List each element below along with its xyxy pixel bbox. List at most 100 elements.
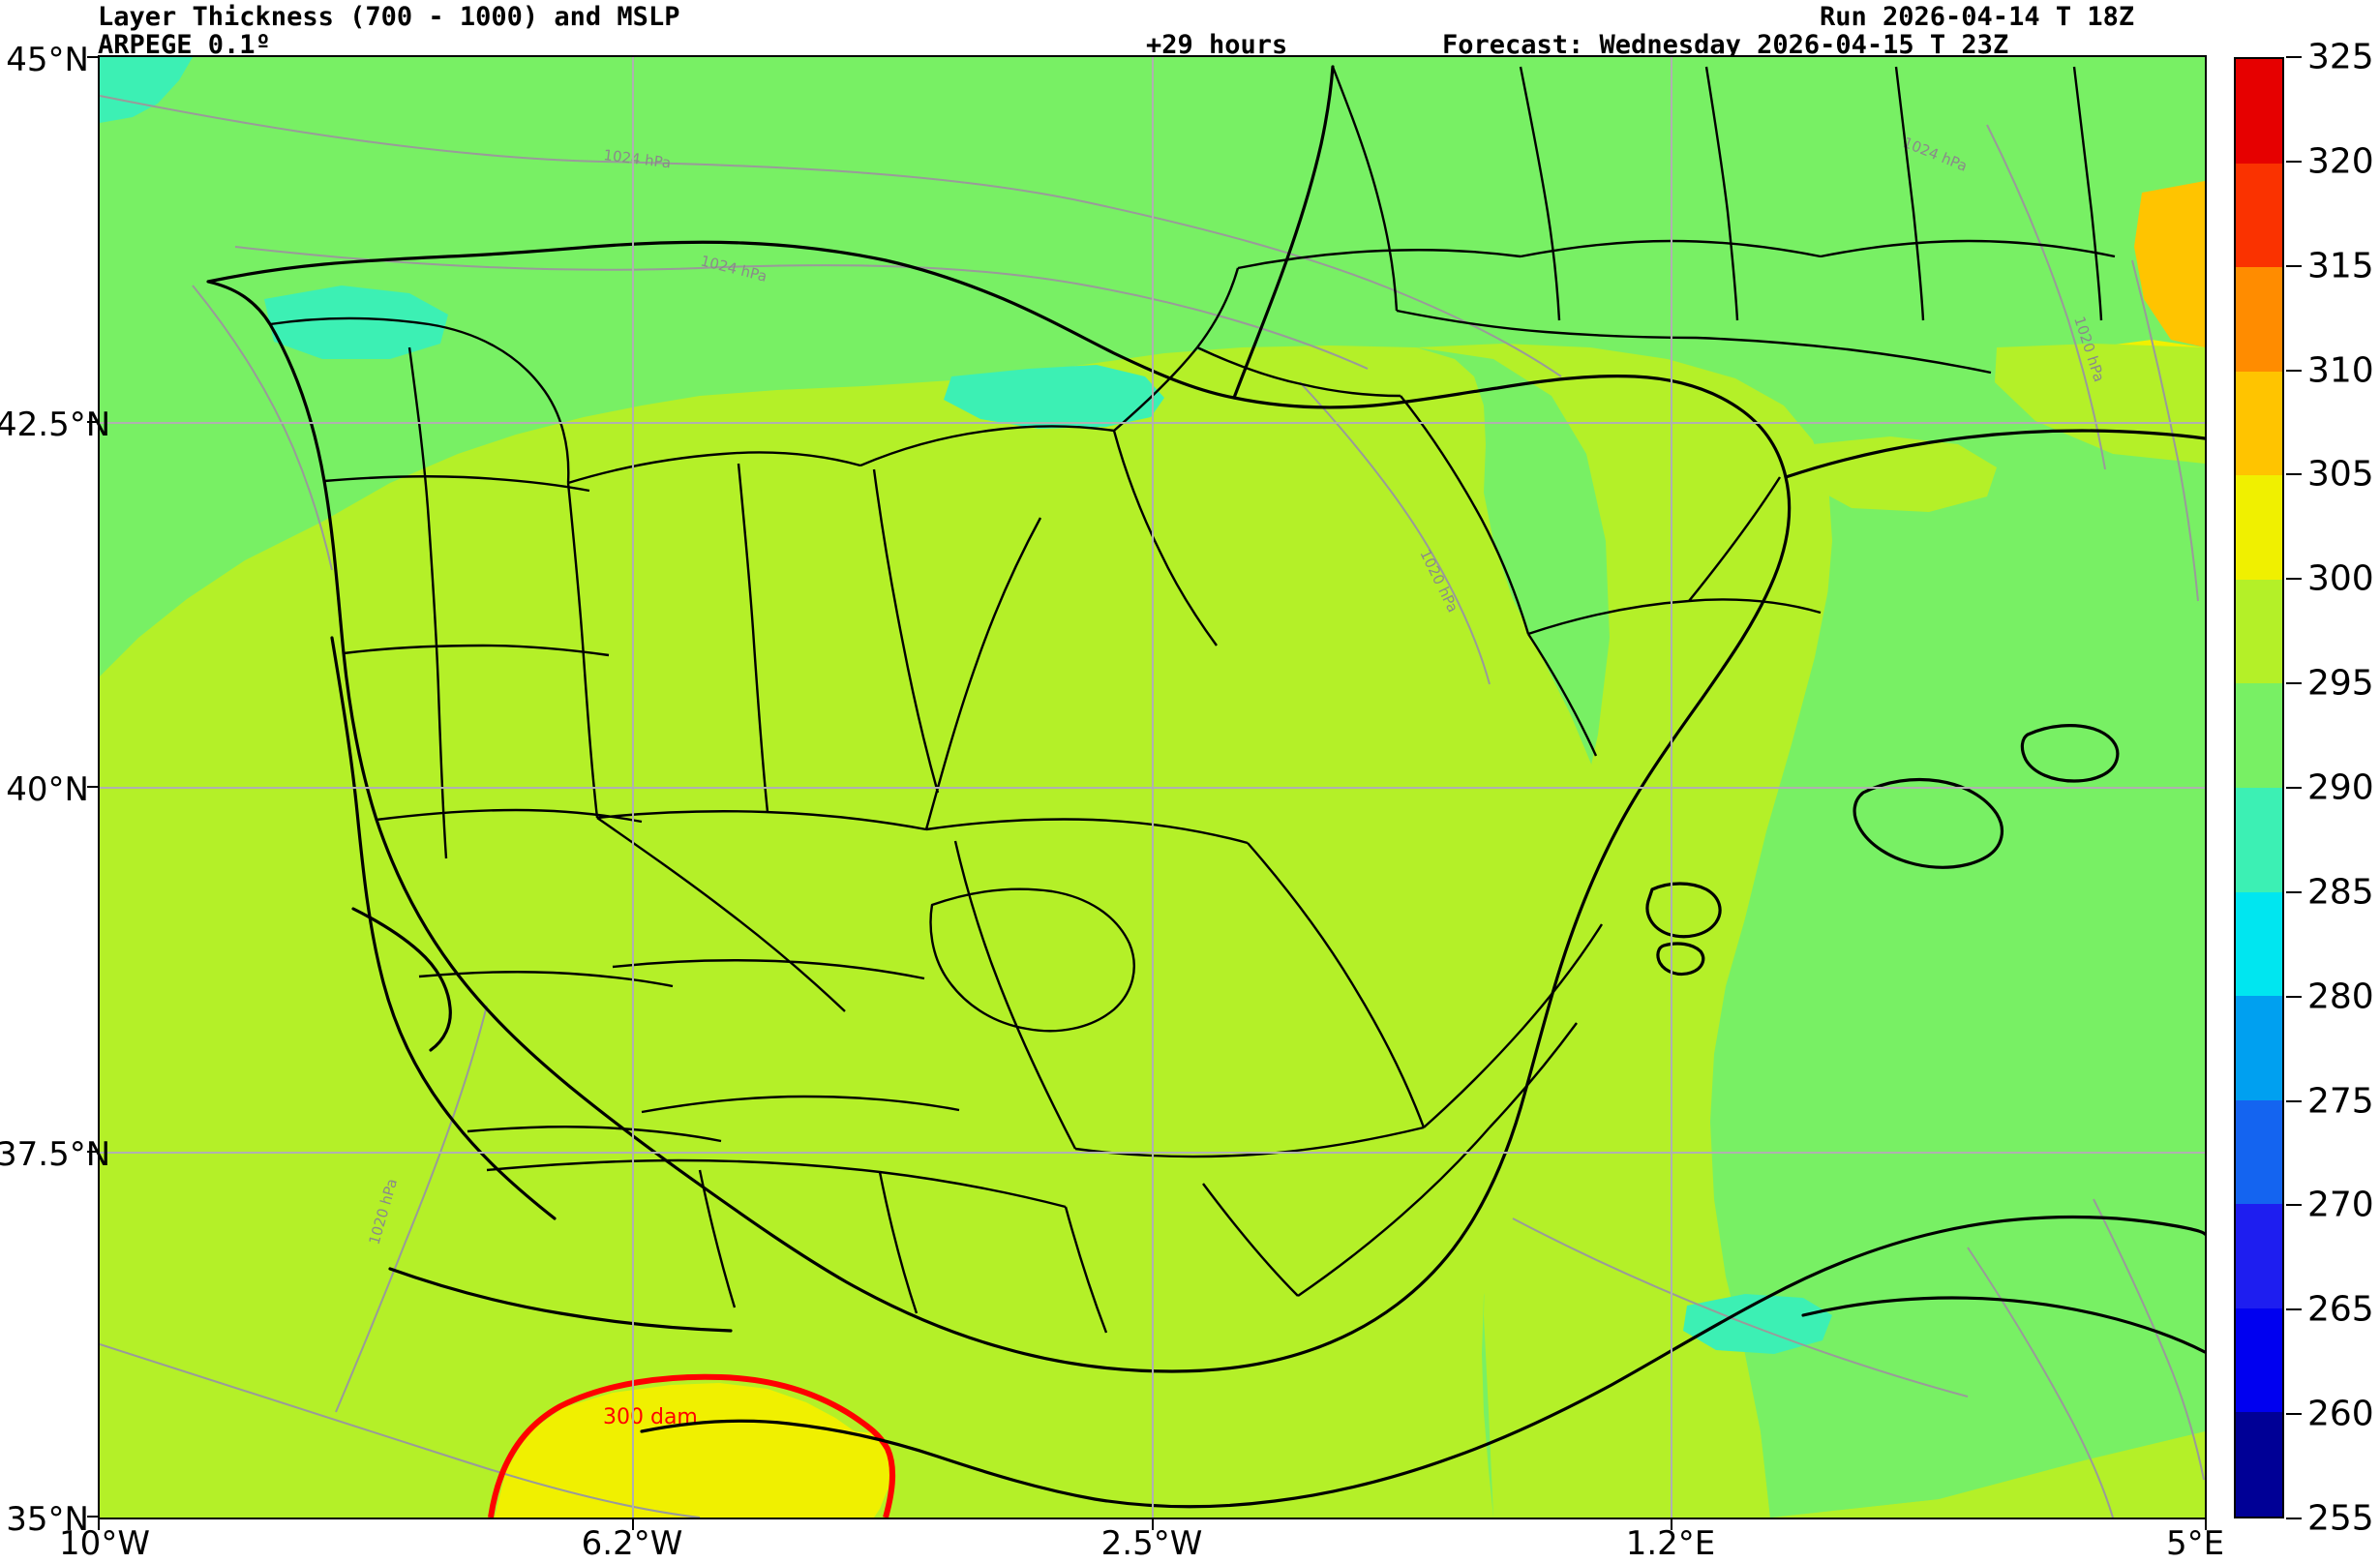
- border-clm-west: [953, 840, 1077, 1150]
- colorbar[interactable]: [2234, 57, 2284, 1518]
- border-clm-north: [925, 818, 1249, 845]
- colorbar-label-290: 290: [2307, 767, 2374, 808]
- border-castilla-leon-west: [566, 482, 599, 819]
- model-run-label: Run 2026-04-14 T 18Z: [1820, 2, 2135, 32]
- xtick-mark-10w: [98, 1519, 100, 1530]
- mslp-isobar-1020-ebro: [1299, 381, 1491, 685]
- colorbar-label-310: 310: [2307, 350, 2374, 391]
- ytick-label-42_5n: 42.5°N: [0, 406, 111, 444]
- coastline-ibiza: [1645, 882, 1722, 939]
- map-plot-area[interactable]: 1024 hPa 1024 hPa 1020 hPa 1020 hPa 1020…: [98, 55, 2207, 1519]
- ytick-label-37_5n: 37.5°N: [0, 1135, 111, 1174]
- colorbar-label-315: 315: [2307, 246, 2374, 286]
- border-france-10: [1696, 336, 1992, 375]
- border-catalonia: [1527, 598, 1822, 636]
- colorbar-segment-285-290: [2236, 787, 2282, 892]
- ytick-label-45n: 45°N: [6, 41, 89, 79]
- fill-band-300-310-ne: [2134, 181, 2205, 347]
- fill-band-285-290-nw: [100, 57, 193, 123]
- colorbar-label-295: 295: [2307, 663, 2374, 704]
- colorbar-label-320: 320: [2307, 141, 2374, 182]
- coastline-iberia: [206, 240, 1792, 1373]
- border-valencia-mid: [1423, 923, 1604, 1128]
- border-castilla-leon-south: [596, 810, 927, 831]
- border-extremadura-east: [596, 817, 846, 1012]
- mslp-isobar-group: [100, 95, 2205, 1518]
- xtick-label-5e: 5°E: [2165, 1524, 2225, 1563]
- colorbar-label-265: 265: [2307, 1289, 2374, 1330]
- colorbar-segment-305-310: [2236, 371, 2282, 476]
- colorbar-label-255: 255: [2307, 1498, 2374, 1539]
- mslp-isobar-1024-north: [100, 95, 1562, 377]
- ytick-mark-45n: [87, 56, 98, 58]
- border-alicante: [1489, 1022, 1578, 1128]
- mslp-isobar-1020-sw: [100, 1343, 701, 1518]
- border-rioja: [1112, 430, 1218, 646]
- xtick-mark-2_5w: [1152, 1519, 1154, 1530]
- colorbar-tick-300: [2286, 578, 2302, 581]
- coastline-portugal-west: [330, 636, 557, 1220]
- fill-band-285-290-ebro: [944, 365, 1164, 429]
- xtick-label-6_2w: 6.2°W: [581, 1524, 683, 1563]
- colorbar-tick-270: [2286, 1204, 2302, 1207]
- border-catalonia-coast: [1688, 476, 1782, 602]
- xtick-mark-5e: [2205, 1519, 2207, 1530]
- border-france-1: [1237, 249, 1521, 270]
- fill-band-295-300: [100, 346, 1614, 1518]
- border-duero-mid2: [872, 468, 940, 794]
- xtick-mark-1_2e: [1671, 1519, 1672, 1530]
- border-france-9: [1396, 309, 1698, 340]
- coastline-biscay-france: [1232, 65, 1335, 400]
- colorbar-tick-285: [2286, 890, 2302, 893]
- border-murcia: [1297, 1127, 1491, 1297]
- border-portugal-east-5: [467, 1126, 722, 1143]
- border-andalucia-mid1: [698, 1169, 737, 1308]
- fill-band-295-300-south: [1493, 1431, 2205, 1518]
- colorbar-segment-320-325: [2236, 59, 2282, 164]
- colorbar-tick-260: [2286, 1413, 2302, 1416]
- border-france-3: [1820, 239, 2116, 258]
- coastline-mallorca: [1853, 777, 2004, 869]
- border-navarra: [1196, 346, 1401, 398]
- fill-band-285-290-algeria-coast: [1683, 1294, 1832, 1354]
- colorbar-segment-260-265: [2236, 1308, 2282, 1413]
- ytick-label-40n: 40°N: [6, 770, 89, 809]
- colorbar-segment-315-320: [2236, 163, 2282, 268]
- thickness-contour-300dam: [488, 1373, 896, 1518]
- colorbar-segment-300-305: [2236, 475, 2282, 580]
- graticule-group: [100, 57, 2205, 1518]
- coastline-tagus-estuary: [351, 907, 452, 1052]
- border-france-6: [1704, 66, 1739, 321]
- map-svg: 1024 hPa 1024 hPa 1020 hPa 1020 hPa 1020…: [100, 57, 2205, 1518]
- xtick-label-1_2e: 1.2°E: [1625, 1524, 1716, 1563]
- colorbar-segment-255-260: [2236, 1412, 2282, 1517]
- colorbar-tick-255: [2286, 1518, 2302, 1519]
- colorbar-tick-275: [2286, 1099, 2302, 1102]
- colorbar-label-275: 275: [2307, 1081, 2374, 1122]
- colorbar-label-280: 280: [2307, 977, 2374, 1017]
- ytick-mark-40n: [87, 786, 98, 788]
- colorbar-tick-320: [2286, 160, 2302, 163]
- coastline-france-med: [1784, 429, 2205, 479]
- border-andalucia-mid3: [1064, 1206, 1108, 1334]
- colorbar-tick-325: [2286, 56, 2302, 58]
- border-cantabria: [859, 425, 1115, 467]
- border-portugal-east-2: [343, 644, 610, 657]
- border-andalucia-mid2: [878, 1171, 919, 1314]
- colorbar-tick-280: [2286, 995, 2302, 998]
- model-name-label: ARPEGE 0.1º: [98, 30, 271, 60]
- ytick-mark-35n: [87, 1516, 98, 1518]
- fill-band-295-300-catalonia: [1809, 436, 1997, 512]
- colorbar-tick-310: [2286, 369, 2302, 372]
- forecast-valid-label: Forecast: Wednesday 2026-04-15 T 23Z: [1442, 30, 2009, 60]
- colorbar-segment-275-280: [2236, 996, 2282, 1100]
- fill-band-300-305-morocco: [495, 1383, 891, 1518]
- xtick-label-10w: 10°W: [59, 1524, 150, 1563]
- border-portugal-mid-v: [407, 346, 448, 859]
- border-france-7: [1894, 66, 1925, 321]
- border-clm-south: [1074, 1126, 1425, 1158]
- colorbar-segment-310-315: [2236, 267, 2282, 372]
- xtick-label-2_5w: 2.5°W: [1100, 1524, 1203, 1563]
- map-canvas: 1024 hPa 1024 hPa 1020 hPa 1020 hPa 1020…: [100, 57, 2205, 1518]
- colorbar-segment-295-300: [2236, 579, 2282, 684]
